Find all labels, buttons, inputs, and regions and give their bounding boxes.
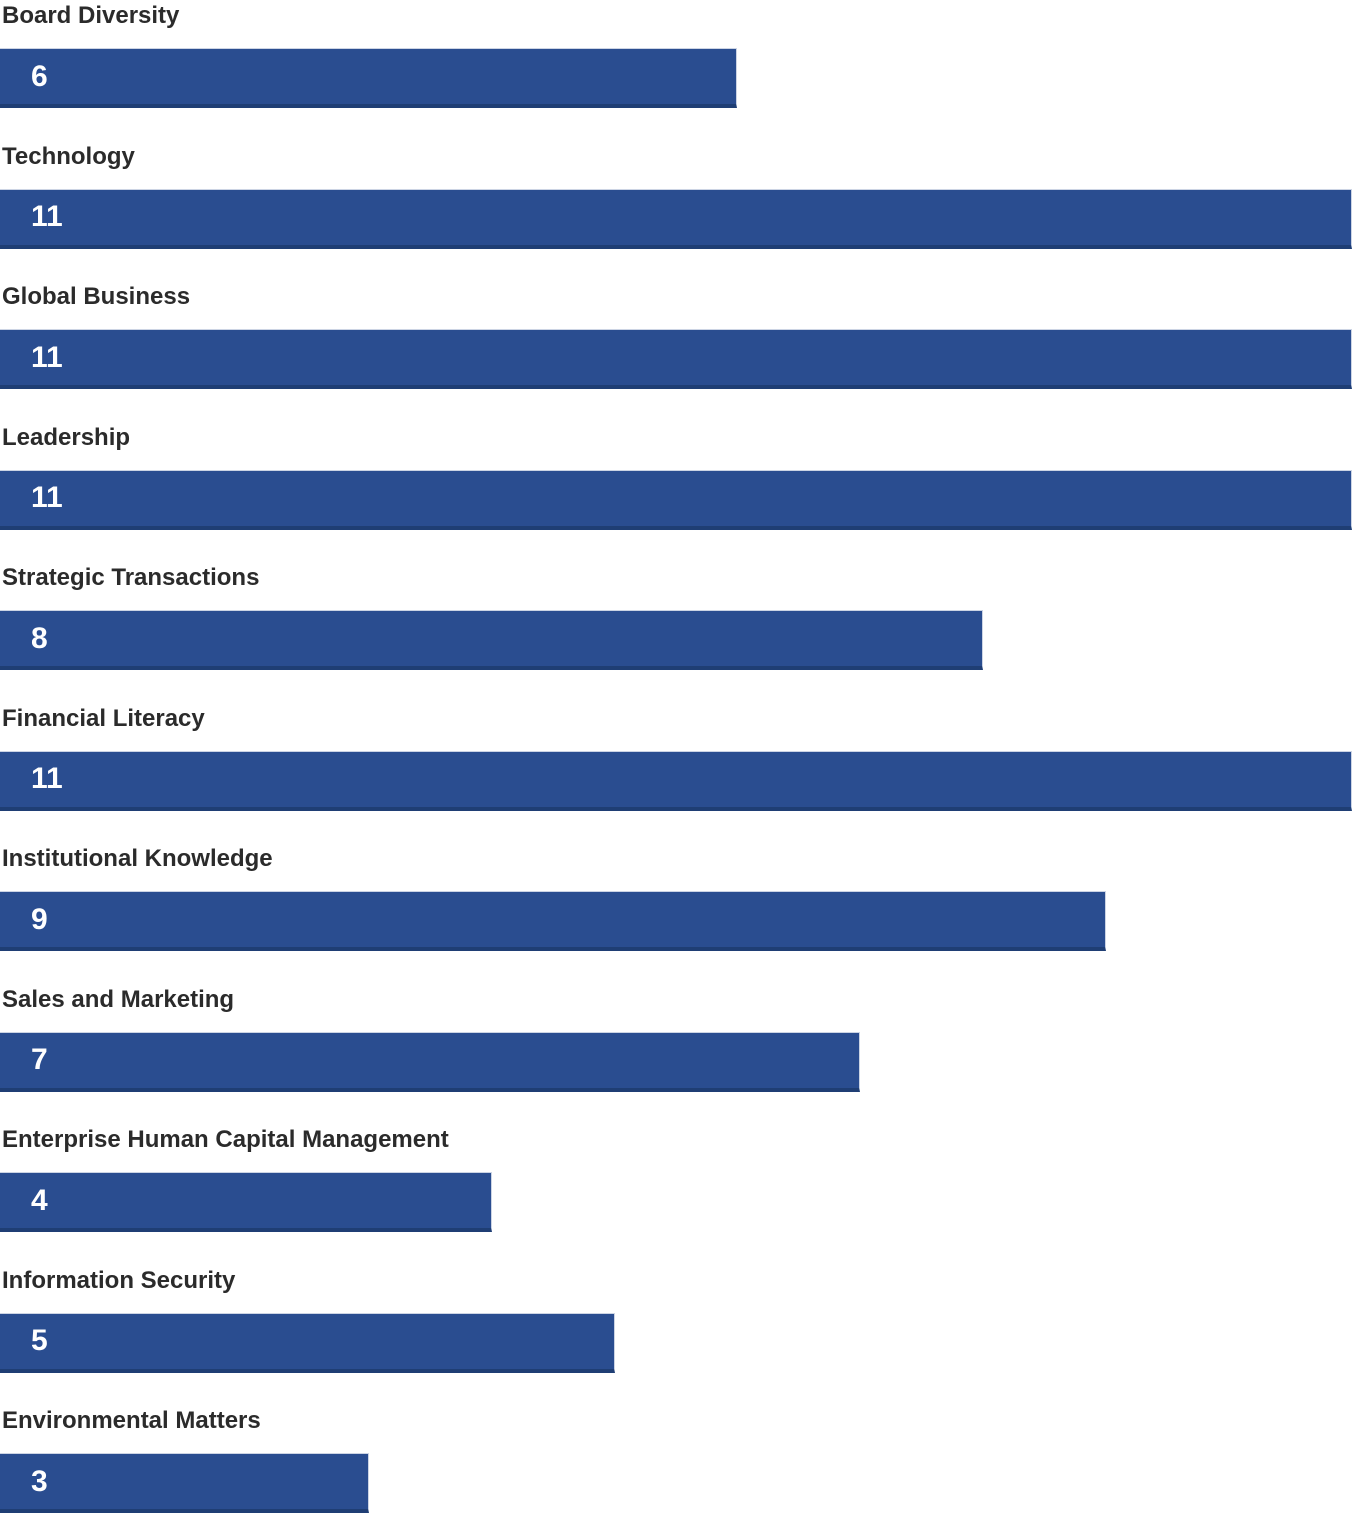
bar: 7 — [0, 1031, 861, 1092]
chart-row: Financial Literacy 11 — [0, 703, 1352, 844]
category-label: Global Business — [2, 283, 191, 310]
value-label: 8 — [31, 621, 48, 655]
bar: 4 — [0, 1172, 492, 1232]
chart-row: Global Business 11 — [0, 281, 1352, 422]
value-label: 7 — [31, 1043, 48, 1076]
chart-row: Institutional Knowledge 9 — [0, 843, 1352, 984]
chart-row: Enterprise Human Capital Management 4 — [0, 1124, 1352, 1265]
value-label: 11 — [31, 762, 63, 795]
category-label: Board Diversity — [2, 2, 180, 29]
value-label: 11 — [31, 200, 63, 233]
bar: 3 — [0, 1453, 369, 1513]
value-label: 9 — [31, 902, 48, 936]
value-label: 11 — [31, 340, 63, 374]
bar: 6 — [0, 48, 738, 108]
category-label: Technology — [2, 142, 135, 170]
bar: 11 — [0, 329, 1352, 389]
bar: 11 — [0, 469, 1352, 530]
bar: 8 — [0, 610, 984, 670]
chart-row: Leadership 11 — [0, 422, 1352, 563]
value-label: 11 — [31, 481, 63, 514]
bar: 9 — [0, 891, 1107, 951]
category-label: Financial Literacy — [2, 704, 205, 732]
category-label: Leadership — [2, 423, 131, 451]
chart-row: Sales and Marketing 7 — [0, 984, 1352, 1125]
value-label: 3 — [31, 1464, 48, 1498]
chart-row: Technology 11 — [0, 141, 1352, 282]
chart-row: Information Security 5 — [0, 1265, 1352, 1406]
value-label: 6 — [31, 59, 48, 93]
category-label: Sales and Marketing — [2, 985, 235, 1013]
category-label: Institutional Knowledge — [2, 845, 273, 872]
chart-row: Board Diversity 6 — [0, 0, 1352, 141]
chart-row: Environmental Matters 3 — [0, 1405, 1352, 1526]
category-label: Environmental Matters — [2, 1407, 261, 1434]
category-label: Information Security — [2, 1266, 236, 1294]
bar: 5 — [0, 1312, 615, 1373]
chart-row: Strategic Transactions 8 — [0, 562, 1352, 703]
value-label: 4 — [31, 1183, 48, 1217]
category-label: Strategic Transactions — [2, 564, 260, 591]
bar: 11 — [0, 750, 1352, 811]
category-label: Enterprise Human Capital Management — [2, 1126, 449, 1153]
bar: 11 — [0, 188, 1352, 249]
value-label: 5 — [31, 1324, 48, 1357]
